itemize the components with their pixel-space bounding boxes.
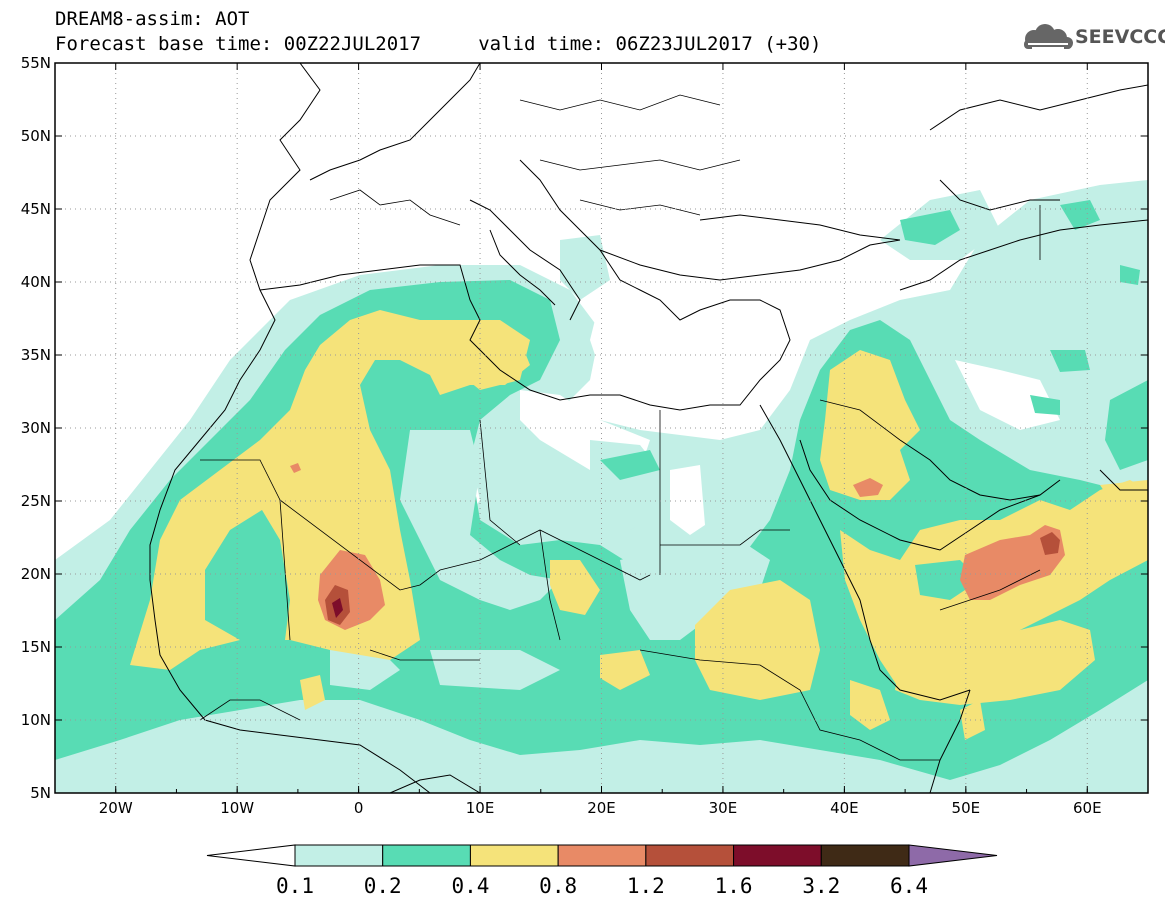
lat-label: 50N — [21, 127, 51, 145]
borders — [199, 94, 1041, 761]
colorbar-high-arrow — [908, 844, 998, 867]
colorbar-level-label: 0.4 — [451, 874, 489, 898]
lat-label: 30N — [21, 419, 51, 437]
graticule — [55, 63, 1148, 793]
colorbar-box — [294, 844, 384, 867]
lat-label: 25N — [21, 492, 51, 510]
colorbar-box — [557, 844, 647, 867]
colorbar-level-label: 1.2 — [627, 874, 665, 898]
lon-label: 10E — [466, 799, 495, 817]
logo-text: SEEVCCC — [1075, 26, 1165, 48]
axis-ticks — [54, 62, 1149, 794]
colorbar-box — [382, 844, 471, 867]
lon-label: 20E — [587, 799, 616, 817]
aot-level-1.6 — [332, 598, 343, 618]
colorbar-level-label: 3.2 — [802, 874, 840, 898]
colorbar-labels: 0.1 0.2 0.4 0.8 1.2 1.6 3.2 6.4 — [276, 874, 928, 898]
colorbar-level-label: 0.8 — [539, 874, 577, 898]
lon-label: 10W — [220, 799, 254, 817]
cloud-logo-icon — [1024, 24, 1073, 49]
colorbar-box — [733, 844, 822, 867]
latitude-labels: 55N 50N 45N 40N 35N 30N 25N 20N 15N 10N 5N — [21, 54, 51, 802]
map-title: DREAM8-assim: AOT — [55, 8, 250, 30]
colorbar-level-label: 0.1 — [276, 874, 314, 898]
lat-label: 45N — [21, 200, 51, 218]
lat-label: 55N — [21, 54, 51, 72]
colorbar-low-arrow — [206, 844, 296, 867]
colorbar-level-label: 1.6 — [715, 874, 753, 898]
colorbar-box — [469, 844, 559, 867]
colorbar-box — [645, 844, 735, 867]
lat-label: 10N — [21, 711, 51, 729]
lat-label: 15N — [21, 638, 51, 656]
colorbar-box — [820, 844, 910, 867]
colorbar-level-label: 0.2 — [364, 874, 402, 898]
lon-label: 40E — [830, 799, 859, 817]
longitude-labels: 20W 10W 0 10E 20E 30E 40E 50E 60E — [99, 799, 1102, 817]
lat-label: 35N — [21, 346, 51, 364]
lon-label: 0 — [354, 799, 364, 817]
forecast-times: Forecast base time: 00Z22JUL2017 valid t… — [55, 33, 822, 55]
colorbar-level-label: 6.4 — [890, 874, 928, 898]
lon-label: 60E — [1073, 799, 1102, 817]
lon-label: 50E — [952, 799, 981, 817]
lat-label: 20N — [21, 565, 51, 583]
lat-label: 5N — [30, 784, 51, 802]
lat-label: 40N — [21, 273, 51, 291]
colorbar — [206, 844, 998, 867]
lon-label: 20W — [99, 799, 133, 817]
lon-label: 30E — [709, 799, 738, 817]
aot-field — [55, 63, 1148, 793]
